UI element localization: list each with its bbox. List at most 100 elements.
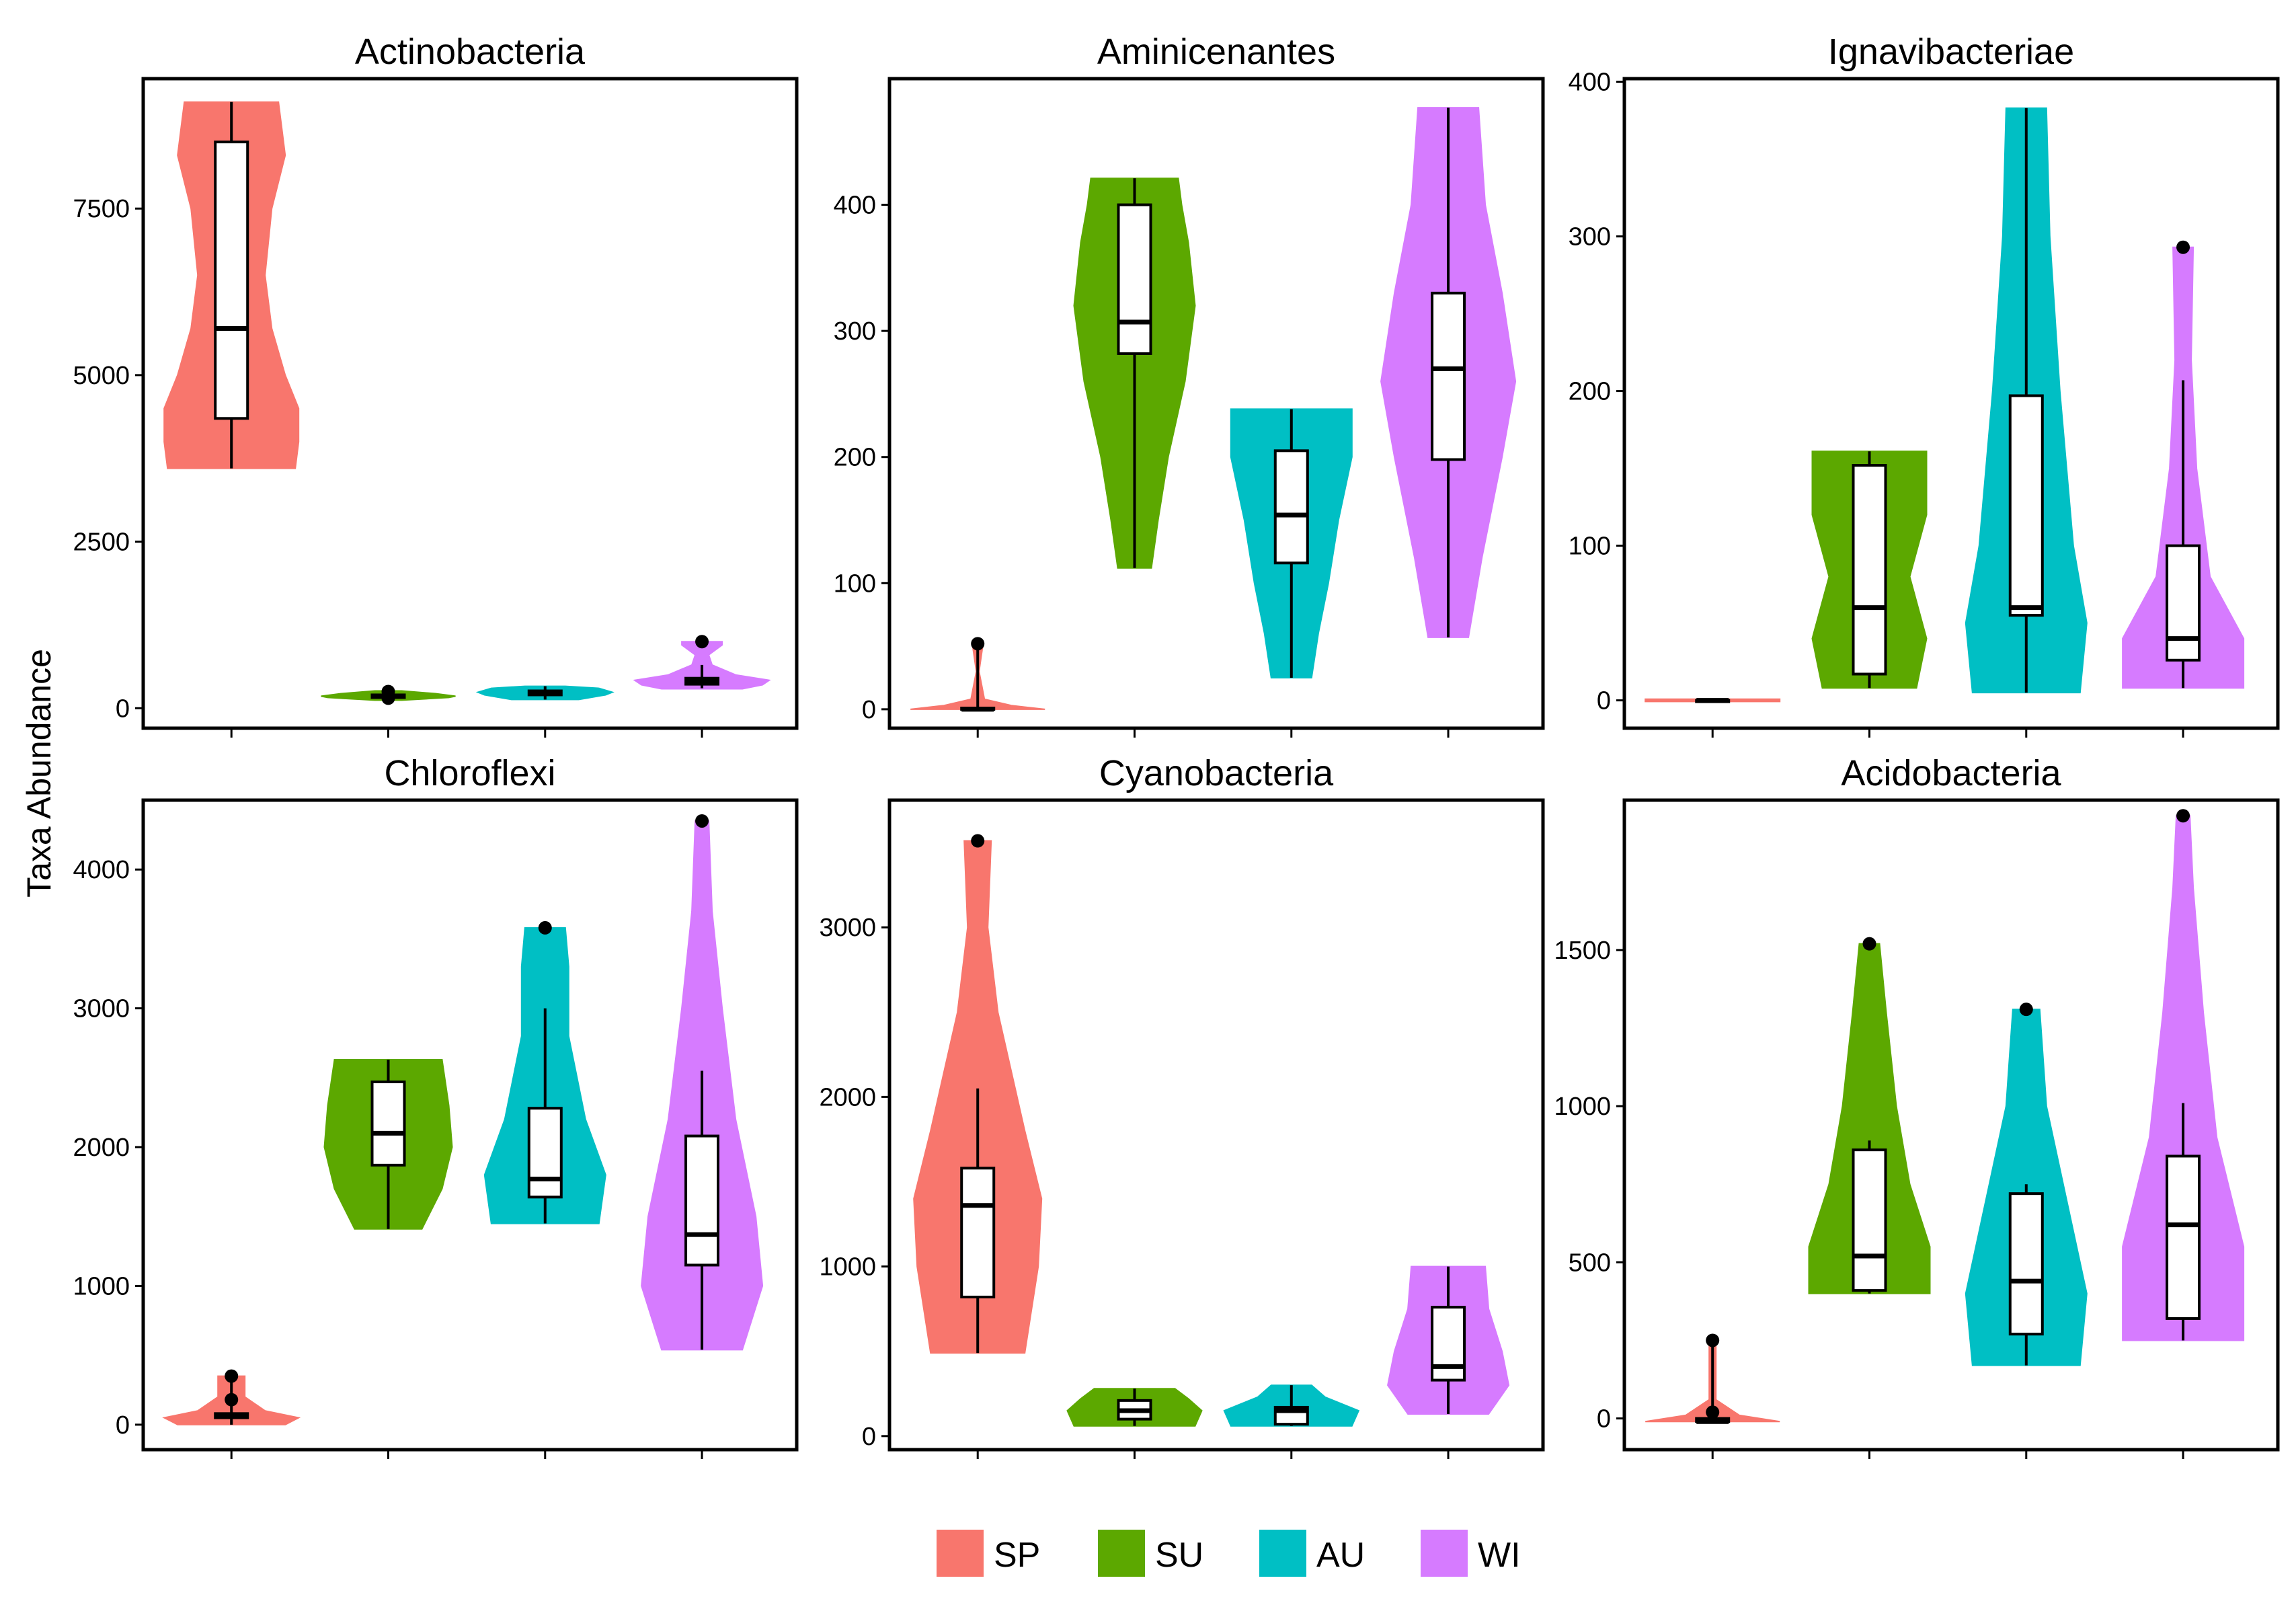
violin-su — [321, 684, 456, 705]
box — [684, 1134, 720, 1267]
violin-wi — [1387, 1265, 1510, 1415]
panel-title: Ignavibacteriae — [1828, 32, 2074, 72]
violin-su — [1066, 1388, 1203, 1427]
outlier-point — [1706, 1333, 1720, 1347]
y-tick-label: 300 — [1569, 223, 1611, 251]
violin-sp — [910, 637, 1045, 712]
y-tick-label: 0 — [1597, 687, 1611, 715]
box — [1431, 1306, 1466, 1382]
outlier-point — [971, 637, 985, 651]
violin-su — [1073, 178, 1196, 569]
box — [1431, 291, 1466, 461]
panel-title: Actinobacteria — [355, 32, 586, 72]
legend: SP SU AU WI — [937, 1530, 1521, 1577]
box — [1852, 464, 1887, 676]
outlier-point — [538, 920, 552, 935]
y-tick-label: 100 — [1569, 533, 1611, 561]
panel-ignavibacteriae: Ignavibacteriae 0 100 200 300 400 — [1569, 32, 2280, 738]
violin-sp — [163, 101, 300, 469]
y-tick-label: 2000 — [819, 1083, 876, 1111]
y-tick-label: 1500 — [1554, 937, 1611, 965]
box — [2166, 1154, 2201, 1320]
y-tick-label: 3000 — [819, 914, 876, 942]
violin-au — [1230, 408, 1353, 678]
outlier-point — [225, 1369, 239, 1383]
y-tick-label: 7500 — [73, 195, 130, 223]
y-tick-label: 2000 — [73, 1134, 130, 1162]
box — [1852, 1148, 1887, 1292]
y-tick-label: 200 — [1569, 378, 1611, 406]
outlier-point — [381, 684, 395, 699]
violin-body — [1808, 943, 1931, 1294]
legend-item-su: SU — [1098, 1530, 1203, 1577]
box — [1273, 449, 1309, 565]
panel-title: Cyanobacteria — [1099, 753, 1334, 793]
y-tick-label: 0 — [116, 695, 130, 723]
box — [527, 1107, 563, 1199]
violin-wi — [2122, 809, 2245, 1341]
violin-au — [1223, 1384, 1360, 1427]
y-tick-label: 0 — [116, 1411, 130, 1440]
y-axis-label: Taxa Abundance — [20, 649, 58, 898]
y-tick-label: 1000 — [1554, 1093, 1611, 1121]
violin-sp — [162, 1369, 301, 1425]
panel-title: Acidobacteria — [1841, 753, 2061, 793]
panels: Actinobacteria0250050007500Aminicenantes… — [73, 32, 2280, 1459]
y-tick-label: 2500 — [73, 528, 130, 557]
violin-wi — [633, 635, 771, 690]
violin-au — [475, 685, 615, 701]
outlier-point — [2176, 240, 2190, 254]
violin-sp — [913, 834, 1043, 1354]
y-tick-label: 0 — [862, 696, 876, 724]
violin-wi — [641, 814, 764, 1351]
y-tick-label: 1000 — [819, 1253, 876, 1282]
panel-frame — [887, 798, 1545, 1452]
y-tick-label: 400 — [1569, 69, 1611, 97]
y-tick-label: 0 — [1597, 1405, 1611, 1434]
panel-frame — [1622, 798, 2280, 1452]
y-tick-label: 4000 — [73, 856, 130, 884]
legend-swatch — [1098, 1530, 1145, 1577]
violin-au — [1965, 1003, 2088, 1366]
legend-label: WI — [1478, 1536, 1521, 1575]
panel-aminicenantes: Aminicenantes 0 100 200 300 400 — [834, 32, 1545, 738]
y-tick-label: 500 — [1569, 1249, 1611, 1277]
panel-chloroflexi: Chloroflexi 0 1000 2000 3000 4000 — [73, 753, 799, 1459]
panel-acidobacteria: Acidobacteria 0 500 1000 1500 — [1554, 753, 2280, 1459]
outlier-point — [695, 635, 709, 649]
legend-item-wi: WI — [1421, 1530, 1521, 1577]
legend-swatch — [1259, 1530, 1306, 1577]
box — [2166, 544, 2201, 662]
y-tick-label: 1000 — [73, 1272, 130, 1300]
legend-label: AU — [1316, 1536, 1365, 1575]
violin-su — [1808, 937, 1931, 1294]
panel-frame — [887, 77, 1545, 730]
violin-wi — [2122, 240, 2245, 689]
legend-item-sp: SP — [937, 1530, 1040, 1577]
violin-wi — [1380, 107, 1517, 638]
y-tick-label: 3000 — [73, 995, 130, 1023]
y-tick-label: 0 — [862, 1423, 876, 1451]
violin-su — [1811, 450, 1928, 689]
y-tick-label: 300 — [834, 317, 876, 346]
panel-title: Chloroflexi — [384, 753, 555, 793]
y-tick-label: 5000 — [73, 362, 130, 390]
panel-frame — [1622, 77, 2280, 730]
outlier-point — [1862, 937, 1876, 951]
outlier-point — [695, 814, 709, 828]
violin-su — [323, 1059, 453, 1230]
panel-title: Aminicenantes — [1097, 32, 1335, 72]
outlier-point — [225, 1393, 239, 1407]
panel-frame — [141, 798, 799, 1452]
violin-au — [483, 920, 606, 1224]
violin-sp — [1645, 698, 1781, 703]
panel-actinobacteria: Actinobacteria 0 2500 5000 7500 — [73, 32, 799, 738]
box — [2008, 394, 2044, 617]
y-tick-label: 200 — [834, 444, 876, 472]
y-tick-label: 100 — [834, 570, 876, 598]
box — [1117, 203, 1152, 355]
panel-cyanobacteria: Cyanobacteria 0 1000 2000 3000 — [819, 753, 1545, 1459]
legend-swatch — [937, 1530, 984, 1577]
outlier-point — [2019, 1003, 2033, 1017]
